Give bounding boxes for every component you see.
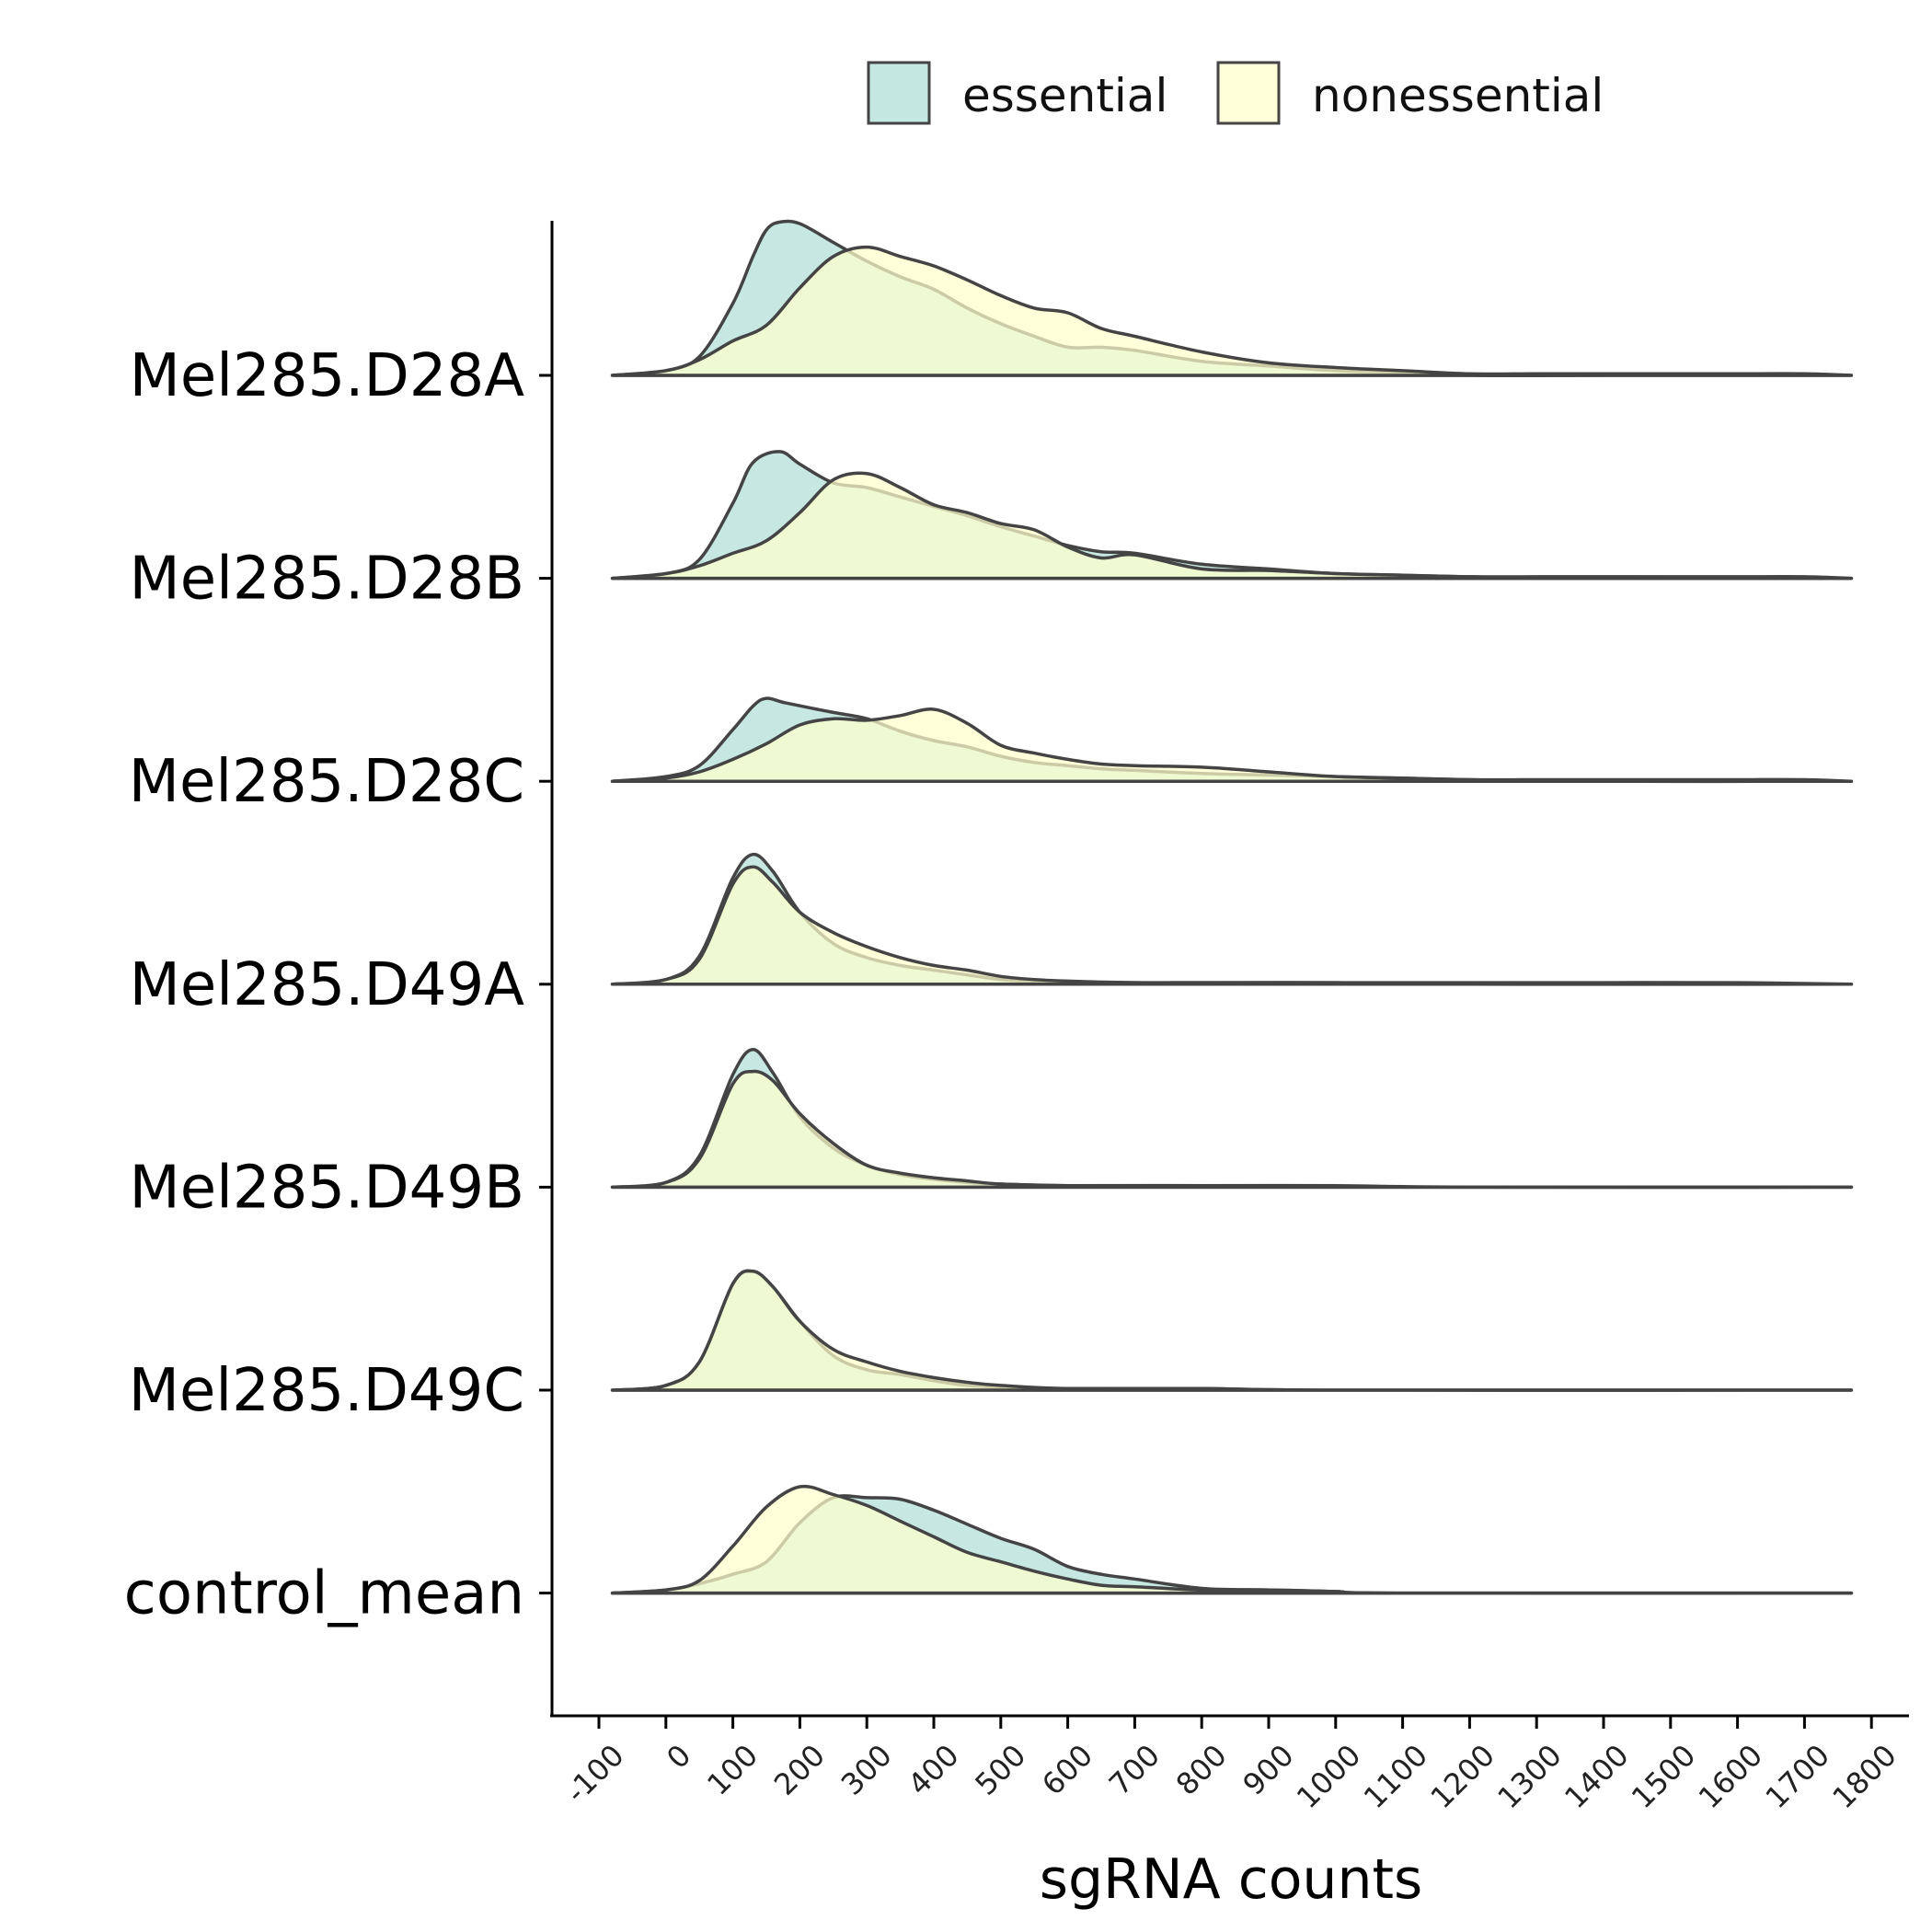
x-tick-label: 0 xyxy=(660,1738,697,1776)
legend-label-essential: essential xyxy=(962,69,1167,122)
density-nonessential xyxy=(610,1484,1854,1595)
x-tick-label: 800 xyxy=(1169,1738,1234,1802)
x-axis: -100 0 100 200 300 400 500 600 700 800 90010001100… xyxy=(558,1716,1903,1815)
legend-swatch-essential xyxy=(867,61,931,125)
y-tick-label: Mel285.D28C xyxy=(129,748,524,816)
density-nonessential xyxy=(610,1269,1854,1392)
x-tick-label: 1000 xyxy=(1290,1738,1367,1815)
x-tick-label: 1700 xyxy=(1759,1738,1836,1815)
y-axis: Mel285.D28A Mel285.D28B Mel285.D28C Mel285.… xyxy=(124,342,552,1628)
y-tick-label: Mel285.D49A xyxy=(130,951,525,1019)
ridge-row xyxy=(610,1048,1854,1190)
x-tick-label: 500 xyxy=(968,1738,1032,1802)
x-tick-label: 600 xyxy=(1035,1738,1099,1802)
x-tick-label: 300 xyxy=(834,1738,899,1802)
x-axis-title: sgRNA counts xyxy=(1040,1847,1423,1912)
density-nonessential xyxy=(610,865,1854,986)
x-tick-label: 1100 xyxy=(1357,1738,1434,1815)
x-tick-label: 1200 xyxy=(1424,1738,1501,1815)
y-tick-label: Mel285.D28B xyxy=(130,546,525,614)
x-tick-label: 1800 xyxy=(1825,1738,1903,1815)
ridge-row xyxy=(610,1484,1854,1595)
ridge-row xyxy=(610,852,1854,986)
ridge-row xyxy=(610,450,1854,581)
legend-swatch-nonessential xyxy=(1216,61,1281,125)
x-tick-label: 400 xyxy=(902,1738,966,1802)
x-tick-label: 1400 xyxy=(1558,1738,1635,1815)
y-tick-label: Mel285.D49B xyxy=(130,1154,525,1222)
density-nonessential xyxy=(610,471,1854,581)
density-nonessential xyxy=(610,707,1854,783)
y-tick-label: control_mean xyxy=(124,1560,524,1628)
x-tick-label: 100 xyxy=(700,1738,765,1802)
ridge-row xyxy=(610,696,1854,784)
legend: essential nonessential xyxy=(867,61,1604,125)
x-tick-label: 1600 xyxy=(1692,1738,1769,1815)
legend-label-nonessential: nonessential xyxy=(1312,69,1604,122)
x-tick-label: 1500 xyxy=(1625,1738,1702,1815)
x-tick-label: 1300 xyxy=(1490,1738,1568,1815)
ridges xyxy=(610,219,1854,1595)
y-tick-label: Mel285.D49C xyxy=(129,1357,524,1425)
x-tick-label: 200 xyxy=(767,1738,832,1802)
y-tick-label: Mel285.D28A xyxy=(130,342,525,410)
ridge-row xyxy=(610,1269,1854,1392)
x-tick-label: 700 xyxy=(1102,1738,1167,1802)
x-tick-label: -100 xyxy=(558,1738,630,1810)
ridge-row xyxy=(610,219,1854,378)
density-nonessential xyxy=(610,1069,1854,1190)
density-nonessential xyxy=(610,245,1854,377)
